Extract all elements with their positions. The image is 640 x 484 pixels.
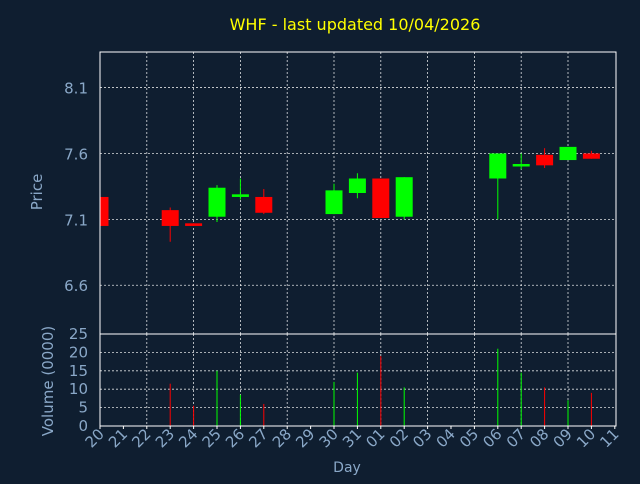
candle-body <box>231 194 249 197</box>
x-tick-label: 09 <box>550 425 576 451</box>
chart-title: WHF - last updated 10/04/2026 <box>230 15 481 34</box>
candle-body <box>395 177 413 217</box>
price-tick-label: 7.6 <box>64 145 88 163</box>
x-tick-label: 05 <box>456 425 482 451</box>
volume-tick-label: 25 <box>69 325 88 343</box>
x-tick-label: 03 <box>409 425 435 451</box>
candle-body <box>348 178 366 193</box>
price-tick-labels: 6.6 7.1 7.6 8.1 <box>64 80 88 296</box>
x-tick-label: 23 <box>152 425 178 451</box>
x-tick-label: 08 <box>526 425 552 451</box>
price-axis-label: Price <box>28 174 46 211</box>
x-tick-label: 22 <box>128 425 154 451</box>
x-tick-label: 24 <box>175 425 201 451</box>
x-tick-label: 30 <box>316 425 342 451</box>
candle-body <box>489 153 507 179</box>
candle-body <box>512 164 530 167</box>
candle-body <box>559 146 577 161</box>
x-tick-label: 27 <box>245 425 271 451</box>
volume-tick-label: 5 <box>78 399 88 417</box>
volume-panel-frame <box>99 333 617 427</box>
x-tick-label: 01 <box>362 425 388 451</box>
x-tick-label: 28 <box>269 425 295 451</box>
candle-body <box>185 223 203 226</box>
x-tick-label: 10 <box>573 425 599 451</box>
volume-tick-label: 20 <box>69 343 88 361</box>
candle-body <box>372 178 390 219</box>
price-tick-label: 8.1 <box>64 80 88 98</box>
x-tick-label: 26 <box>222 425 248 451</box>
candle-body <box>536 154 554 166</box>
x-tick-label: 04 <box>433 425 459 451</box>
candles <box>99 146 600 242</box>
volume-tick-label: 15 <box>69 362 88 380</box>
candle-body <box>325 190 343 215</box>
candle-body <box>255 196 273 213</box>
candle-body <box>100 196 109 226</box>
volume-grid <box>100 334 616 426</box>
candle-body <box>208 187 226 217</box>
volume-bars <box>169 348 592 426</box>
x-tick-label: 06 <box>479 425 505 451</box>
price-tick-label: 6.6 <box>64 277 88 295</box>
x-tick-label: 11 <box>596 425 622 451</box>
x-tick-label: 02 <box>386 425 412 451</box>
x-tick-label: 29 <box>292 425 318 451</box>
volume-axis-label: Volume (0000) <box>39 326 57 436</box>
x-tick-labels: 2021222324252627282930310102030405060708… <box>82 425 623 451</box>
candle-body <box>161 210 179 226</box>
volume-tick-label: 0 <box>78 417 88 435</box>
x-axis-label: Day <box>333 460 361 476</box>
price-tick-label: 7.1 <box>64 211 88 229</box>
x-tick-label: 07 <box>503 425 529 451</box>
x-tick-label: 25 <box>199 425 225 451</box>
volume-tick-label: 10 <box>69 380 88 398</box>
x-tick-label: 31 <box>339 425 365 451</box>
plot-frames <box>99 51 617 427</box>
candle-body <box>582 153 600 159</box>
x-tick-label: 21 <box>105 425 131 451</box>
